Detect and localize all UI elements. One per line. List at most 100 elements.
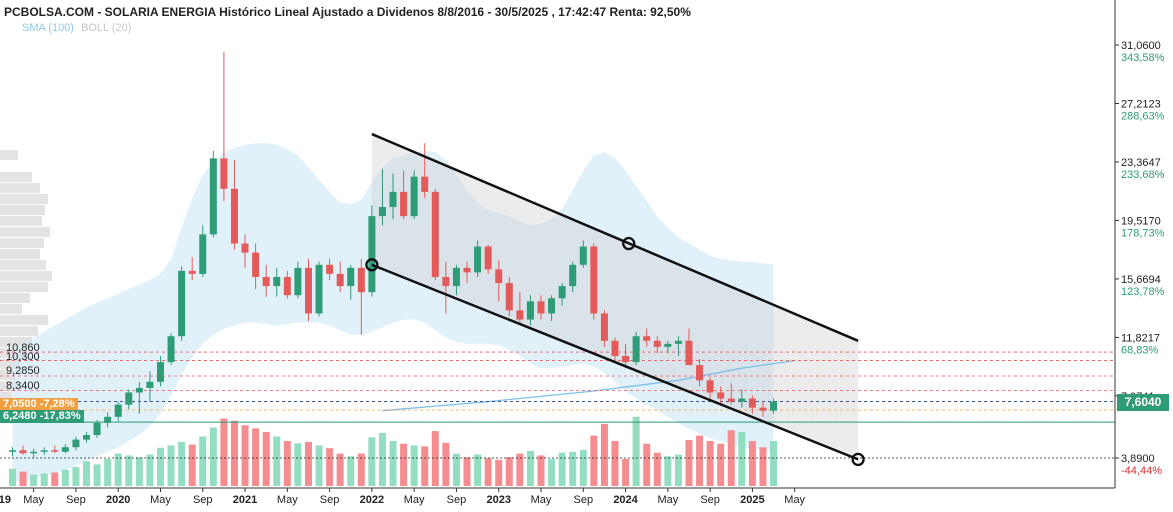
candle-body — [199, 234, 207, 274]
volume-bar — [378, 432, 386, 486]
volume-bar — [474, 454, 482, 486]
volume-bar — [146, 454, 154, 486]
candle-body — [114, 404, 122, 417]
y-tick-label: 23,3647 — [1121, 157, 1161, 169]
volume-bar — [40, 473, 48, 486]
volume-profile-bar — [0, 205, 45, 215]
volume-profile-bar — [0, 216, 42, 226]
candle-body — [696, 365, 704, 381]
volume-bar — [114, 453, 122, 486]
volume-bar — [548, 459, 556, 486]
volume-profile-bar — [0, 392, 12, 402]
volume-bar — [770, 441, 778, 486]
candle-body — [622, 356, 630, 363]
y-tick-pct-label: 123,78% — [1121, 286, 1165, 298]
volume-bar — [579, 450, 587, 486]
trend-channel — [365, 132, 865, 467]
volume-bar — [315, 445, 323, 486]
y-tick-label: 11,8217 — [1121, 332, 1160, 344]
channel-lower-line — [371, 263, 859, 461]
level-label-10860: 10,860 — [6, 342, 40, 354]
candle-body — [30, 451, 38, 454]
channel-marker — [622, 236, 636, 251]
volume-bar — [230, 420, 238, 486]
volume-bar — [674, 454, 682, 486]
volume-profile-bar — [0, 337, 32, 347]
x-tick-label: 2023 — [486, 494, 510, 506]
candle-body — [220, 158, 228, 189]
volume-profile-bar — [0, 227, 50, 237]
candle-body — [368, 216, 376, 293]
y-tick-label: 27,2123 — [1121, 98, 1161, 110]
candlesticks — [9, 51, 778, 458]
sma-line — [382, 359, 795, 412]
volume-bar — [452, 453, 460, 486]
volume-bar — [199, 436, 207, 486]
y-tick-label: 19,5170 — [1121, 215, 1161, 227]
y-tick-pct-label: 233,68% — [1121, 169, 1165, 181]
volume-profile-bar — [0, 183, 40, 193]
x-axis-labels: 2019 May Sep 2020 May Sep 2021 May Sep 2022 May Sep… — [0, 488, 806, 506]
volume-bar — [156, 447, 164, 486]
candle-body — [389, 191, 397, 208]
volume-bar — [357, 453, 365, 486]
volume-profile — [0, 150, 52, 413]
volume-bar — [82, 461, 90, 486]
volume-profile-bar — [0, 271, 52, 281]
volume-bar — [463, 457, 471, 486]
volume-bar — [727, 430, 735, 486]
candle-body — [664, 343, 672, 347]
volume-bar — [632, 416, 640, 486]
volume-bar — [759, 447, 767, 486]
volume-profile-bar — [0, 282, 48, 292]
volume-bar — [664, 456, 672, 486]
x-tick-label: Sep — [193, 494, 213, 506]
volume-bar — [273, 436, 281, 486]
volume-bar — [188, 444, 196, 486]
volume-bar — [104, 459, 112, 486]
candle-body — [209, 158, 217, 235]
candle-body — [717, 392, 725, 399]
candle-body — [294, 267, 302, 296]
x-tick-label: May — [404, 494, 425, 506]
candle-body — [252, 252, 260, 277]
trend-channel-area — [371, 134, 859, 460]
volume-bar — [442, 442, 450, 486]
candle-body — [125, 392, 133, 405]
volume-bar — [19, 471, 27, 486]
candle-body — [188, 270, 196, 274]
y-tick-pct-label: 178,73% — [1121, 227, 1165, 239]
volume-profile-bar — [0, 260, 46, 270]
x-tick-label: 2022 — [360, 494, 384, 506]
x-tick-label: Sep — [320, 494, 340, 506]
candle-body — [548, 298, 556, 314]
candle-body — [632, 336, 640, 363]
volume-bar — [558, 452, 566, 486]
candle-body — [421, 176, 429, 192]
candle-body — [82, 435, 90, 440]
indicator-legend: SMA (100) BOLL (20) — [22, 22, 131, 34]
sma-legend[interactable]: SMA (100) — [22, 22, 74, 34]
candle-body — [400, 191, 408, 217]
candle-body — [738, 398, 746, 402]
candle-body — [230, 188, 238, 244]
volume-bar — [61, 469, 69, 486]
candle-body — [495, 269, 503, 284]
volume-bar — [696, 435, 704, 486]
candle-body — [178, 270, 186, 337]
candle-body — [558, 286, 566, 299]
volume-bar — [125, 455, 133, 486]
boll-legend[interactable]: BOLL (20) — [81, 22, 132, 34]
price-level-lines — [0, 351, 1115, 459]
candle-body — [93, 422, 101, 436]
volume-profile-bar — [0, 326, 38, 336]
volume-profile-bar — [0, 172, 32, 182]
volume-bar — [209, 427, 217, 486]
volume-bar — [421, 446, 429, 486]
channel-marker — [365, 258, 379, 272]
volume-bar — [600, 423, 608, 486]
candle-body — [537, 301, 545, 314]
candle-body — [685, 340, 693, 366]
candle-body — [452, 267, 460, 287]
